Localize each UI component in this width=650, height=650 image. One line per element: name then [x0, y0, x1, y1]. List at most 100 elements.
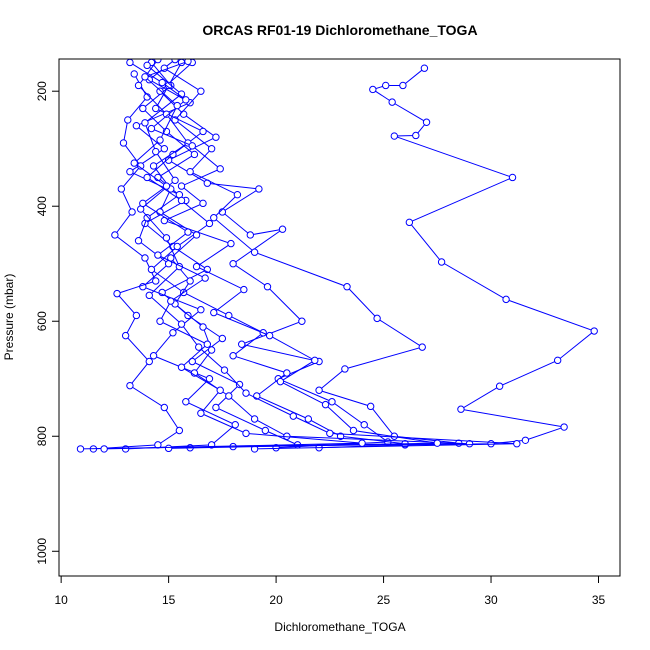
- data-point: [117, 185, 126, 193]
- x-tick-label: 10: [54, 593, 68, 607]
- data-point: [201, 274, 209, 282]
- data-point: [225, 392, 233, 400]
- data-point: [199, 199, 207, 208]
- data-point: [298, 317, 306, 325]
- data-point: [177, 363, 186, 371]
- data-point: [182, 96, 190, 104]
- data-point: [184, 228, 192, 236]
- data-point: [457, 405, 465, 413]
- y-tick-label: 400: [35, 196, 49, 216]
- data-point: [188, 142, 196, 150]
- data-point: [124, 116, 132, 124]
- data-point: [169, 329, 177, 337]
- data-point: [177, 196, 186, 205]
- data-point: [152, 277, 160, 285]
- data-marks: [76, 59, 598, 453]
- data-point: [210, 308, 218, 317]
- data-point: [126, 381, 134, 390]
- data-point: [182, 398, 190, 406]
- data-point: [382, 81, 390, 90]
- data-point: [149, 352, 158, 360]
- series-line: [159, 62, 390, 449]
- data-point: [283, 369, 291, 377]
- data-point: [216, 165, 224, 173]
- x-tick-label: 15: [162, 593, 176, 607]
- data-point: [242, 389, 250, 397]
- data-point: [336, 432, 345, 440]
- data-point: [341, 365, 349, 373]
- data-point: [141, 254, 149, 262]
- data-point: [177, 320, 186, 328]
- data-point: [139, 104, 147, 113]
- data-point: [412, 131, 420, 140]
- data-point: [210, 214, 218, 222]
- data-point: [238, 340, 246, 348]
- data-point: [229, 260, 237, 268]
- x-axis-label: Dichloromethane_TOGA: [274, 620, 405, 634]
- data-point: [164, 156, 173, 164]
- data-point: [311, 356, 319, 365]
- data-point: [152, 147, 160, 156]
- data-point: [422, 118, 431, 126]
- data-point: [207, 346, 216, 354]
- series-line: [164, 67, 459, 449]
- chart-title: ORCAS RF01-19 Dichloromethane_TOGA: [202, 22, 477, 38]
- data-point: [418, 343, 426, 351]
- data-point: [164, 444, 173, 453]
- data-point: [162, 234, 171, 242]
- data-point: [212, 403, 220, 412]
- data-point: [132, 311, 141, 320]
- data-point: [119, 139, 128, 147]
- data-point: [437, 258, 446, 266]
- series-profile-outlier: [369, 64, 598, 449]
- plot-frame: [58, 58, 621, 577]
- series-profile-3: [156, 59, 392, 452]
- y-tick-label: 200: [35, 81, 49, 101]
- data-point: [121, 331, 130, 340]
- data-point: [349, 426, 358, 435]
- data-point: [229, 352, 237, 360]
- y-tick-label: 600: [35, 311, 49, 331]
- y-axis-label: Pressure (mbar): [2, 274, 16, 361]
- data-point: [175, 426, 184, 435]
- data-point: [242, 429, 250, 438]
- data-point: [590, 327, 598, 335]
- data-point: [343, 283, 351, 291]
- data-point: [158, 78, 166, 87]
- data-point: [255, 185, 263, 193]
- data-point: [235, 380, 244, 389]
- data-point: [360, 421, 368, 429]
- data-point: [76, 445, 85, 453]
- data-point: [289, 412, 297, 420]
- x-tick-label: 25: [377, 593, 391, 607]
- data-point: [399, 81, 407, 90]
- data-point: [205, 375, 214, 383]
- data-point: [143, 214, 151, 222]
- data-point: [321, 400, 330, 409]
- data-point: [261, 426, 270, 435]
- data-point: [263, 283, 272, 291]
- data-point: [326, 429, 334, 438]
- data-point: [197, 87, 205, 95]
- data-point: [147, 265, 156, 274]
- data-point: [156, 136, 164, 144]
- data-point: [278, 225, 287, 233]
- data-point: [250, 248, 259, 256]
- data-point: [192, 262, 201, 271]
- data-point: [521, 436, 530, 444]
- data-point: [179, 110, 188, 118]
- data-point: [433, 439, 441, 447]
- data-point: [141, 73, 149, 81]
- data-point: [177, 182, 186, 190]
- data-point: [195, 343, 203, 351]
- data-point: [197, 306, 205, 314]
- data-point: [152, 104, 160, 113]
- data-point: [328, 398, 336, 406]
- data-point: [134, 81, 143, 90]
- data-point: [160, 403, 169, 412]
- series-profile-6: [76, 59, 409, 453]
- data-point: [405, 218, 414, 227]
- data-point: [233, 191, 242, 199]
- x-tick-label: 30: [484, 593, 498, 607]
